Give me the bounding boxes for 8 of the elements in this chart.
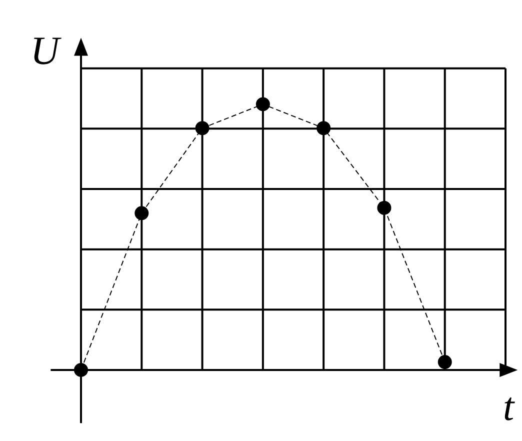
point xyxy=(316,121,331,136)
y-axis-title: U xyxy=(34,38,62,64)
point xyxy=(377,200,392,215)
point xyxy=(134,206,149,220)
x-axis-title: t xyxy=(504,397,515,420)
point xyxy=(438,355,452,370)
point xyxy=(256,97,270,112)
point xyxy=(195,121,210,136)
